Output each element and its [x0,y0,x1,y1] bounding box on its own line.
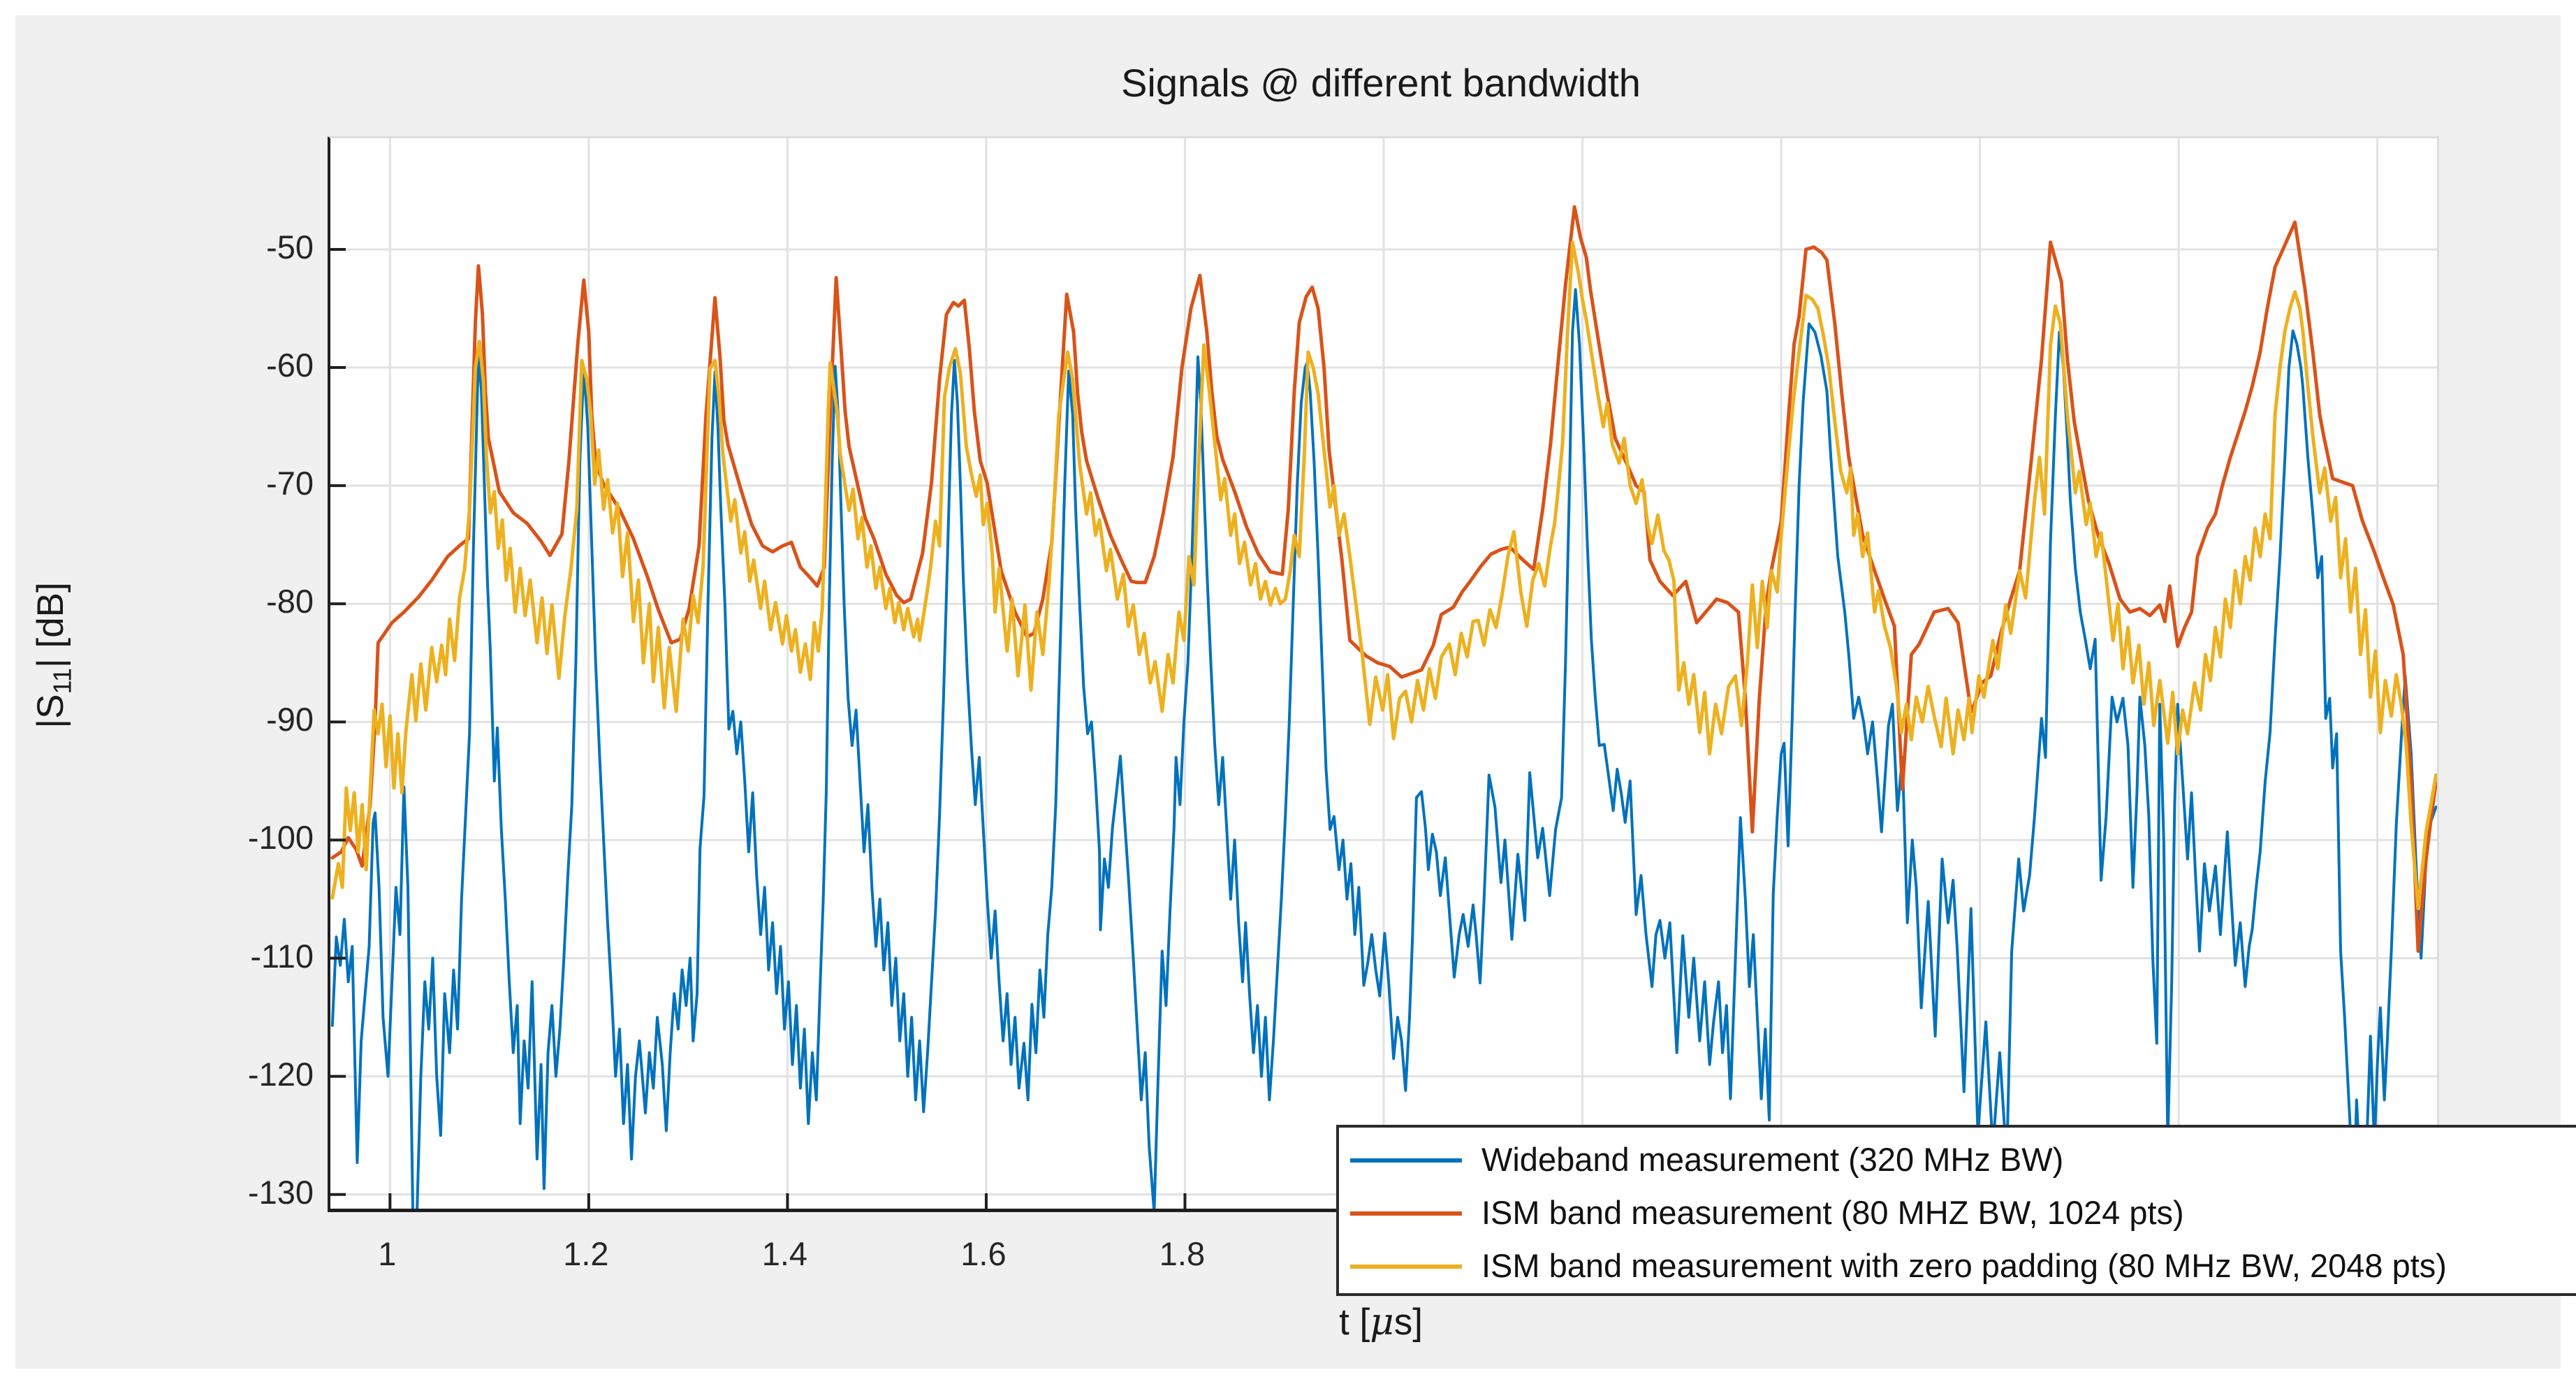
x-tick-label: 1.4 [761,1235,808,1272]
y-tick-label: -70 [266,465,314,502]
figure-background: Signals @ different bandwidth Wideband m… [15,15,2576,1369]
legend-label: Wideband measurement (320 MHz BW) [1481,1141,2064,1178]
legend-item-wideband: Wideband measurement (320 MHz BW) [1339,1133,2576,1186]
legend-label: ISM band measurement with zero padding (… [1481,1247,2447,1284]
y-tick-label: -50 [266,228,314,265]
x-tick-label: 1.2 [563,1235,609,1272]
y-tick-label: -60 [266,347,314,384]
x-axis-label: t [μs] [1339,1301,1423,1343]
mu-glyph: μ [1370,1301,1394,1343]
legend-line-swatch [1350,1265,1462,1269]
legend-line-swatch [1350,1158,1462,1163]
x-tick-label: 1 [378,1235,397,1272]
x-tick-label: 1.6 [960,1235,1007,1272]
legend-box: Wideband measurement (320 MHz BW) ISM ban… [1336,1125,2576,1296]
y-tick-label: -120 [247,1055,314,1093]
chart-title: Signals @ different bandwidth [1121,61,1641,105]
ylabel-subscript: 11 [47,668,77,694]
legend-line-swatch [1350,1211,1462,1216]
legend-item-ism-1024: ISM band measurement (80 MHZ BW, 1024 pt… [1339,1186,2576,1239]
y-tick-label: -90 [266,701,314,738]
legend-item-ism-2048: ISM band measurement with zero padding (… [1339,1239,2576,1292]
y-tick-label: -110 [250,937,314,975]
plot-area: Wideband measurement (320 MHz BW) ISM ban… [328,136,2576,1296]
y-axis-label: |S11| [dB] [30,582,77,729]
legend-label: ISM band measurement (80 MHZ BW, 1024 pt… [1481,1194,2184,1231]
x-tick-label: 1.8 [1159,1235,1206,1272]
y-tick-label: -80 [266,583,314,620]
series-line [330,240,2437,910]
chart-canvas [330,138,2437,1209]
y-tick-label: -100 [247,819,314,857]
y-tick-label: -130 [247,1173,314,1211]
